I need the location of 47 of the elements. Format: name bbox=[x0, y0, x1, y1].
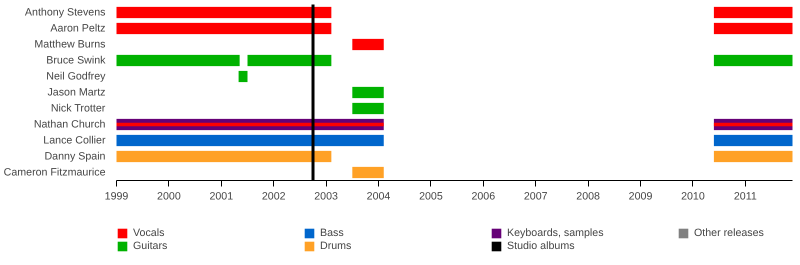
x-tick-label: 2005 bbox=[419, 190, 443, 202]
bar bbox=[116, 134, 384, 146]
legend-label: Vocals bbox=[133, 227, 166, 239]
x-tick-label: 1999 bbox=[104, 190, 128, 202]
bar bbox=[116, 6, 332, 18]
bar bbox=[714, 54, 792, 66]
bar bbox=[714, 6, 792, 18]
x-tick-label: 2003 bbox=[314, 190, 338, 202]
y-tick-label: Jason Martz bbox=[47, 86, 106, 98]
x-tick-label: 2007 bbox=[524, 190, 548, 202]
x-tick-label: 2010 bbox=[681, 190, 705, 202]
x-tick-label: 2009 bbox=[628, 190, 652, 202]
bar bbox=[352, 102, 384, 114]
bar bbox=[248, 54, 332, 66]
x-tick-label: 2006 bbox=[471, 190, 496, 202]
bar bbox=[714, 134, 792, 146]
y-tick-label: Neil Godfrey bbox=[46, 70, 106, 82]
bar bbox=[352, 166, 384, 178]
x-tick-label: 2011 bbox=[734, 190, 757, 202]
x-tick-label: 2008 bbox=[576, 190, 600, 202]
y-tick-label: Aaron Peltz bbox=[50, 22, 106, 34]
x-tick-label: 2002 bbox=[262, 190, 286, 202]
y-tick-label: Danny Spain bbox=[44, 150, 106, 162]
legend-label: Studio albums bbox=[507, 240, 576, 252]
y-tick-label: Lance Collier bbox=[43, 134, 106, 146]
y-tick-label: Matthew Burns bbox=[34, 38, 106, 50]
bar bbox=[352, 38, 384, 50]
bar bbox=[116, 150, 332, 162]
y-tick-label: Nathan Church bbox=[34, 118, 106, 130]
legend-label: Drums bbox=[320, 240, 352, 252]
y-tick-label: Bruce Swink bbox=[46, 54, 106, 66]
bar bbox=[116, 22, 332, 34]
bar bbox=[116, 54, 240, 66]
bar bbox=[238, 70, 248, 82]
y-tick-label: Anthony Stevens bbox=[24, 6, 106, 18]
x-tick-label: 2000 bbox=[157, 190, 181, 202]
legend-label: Keyboards, samples bbox=[507, 227, 605, 239]
x-tick-label: 2001 bbox=[209, 190, 234, 202]
y-tick-label: Cameron Fitzmaurice bbox=[4, 166, 106, 178]
bar bbox=[714, 22, 792, 34]
x-tick-label: 2004 bbox=[366, 190, 390, 202]
bar bbox=[714, 150, 792, 162]
legend-label: Bass bbox=[320, 227, 345, 239]
bar bbox=[352, 86, 384, 98]
y-tick-label: Nick Trotter bbox=[50, 102, 106, 114]
legend-label: Guitars bbox=[133, 240, 168, 252]
legend-label: Other releases bbox=[694, 227, 765, 239]
